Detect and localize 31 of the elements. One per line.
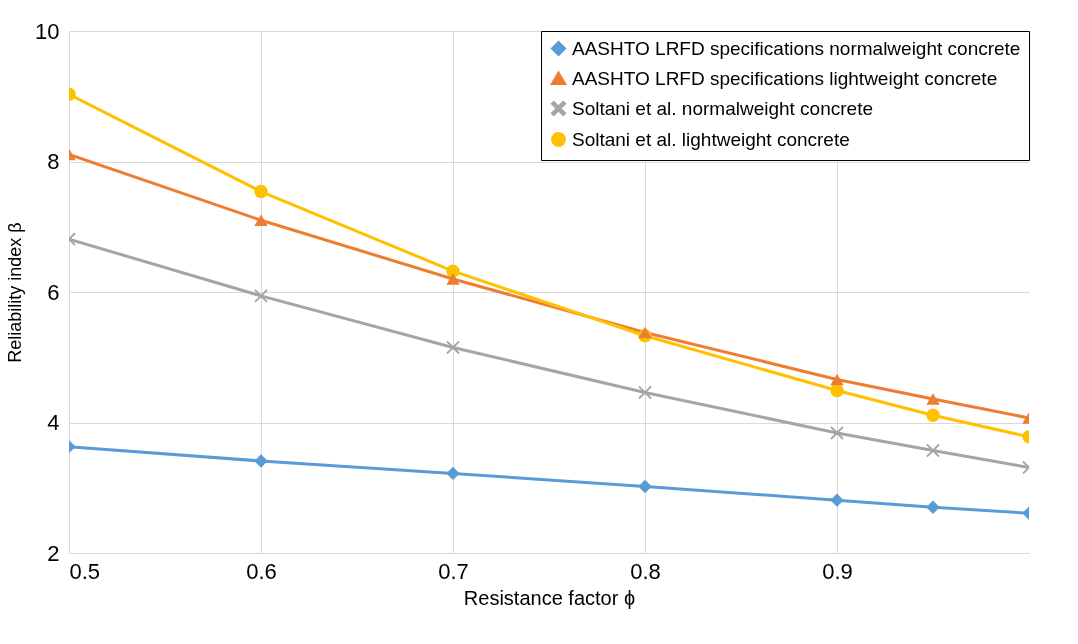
x-tick-label: 0.6 <box>246 558 277 584</box>
x-tick-label: 0.5 <box>69 558 101 584</box>
point <box>254 214 268 227</box>
point <box>926 408 940 423</box>
point <box>830 493 844 507</box>
y-tick-label: 2 <box>47 540 60 566</box>
point <box>926 500 940 515</box>
legend-label: AASHTO LRFD specifications normalweight concrete <box>572 37 1021 59</box>
x-tick-label: 0.7 <box>438 558 469 584</box>
point <box>638 479 652 494</box>
point <box>254 454 268 468</box>
y-tick-label: 8 <box>47 149 60 174</box>
legend-label: Soltani et al. lightweight concrete <box>572 128 850 150</box>
x-axis-title: Resistance factor ϕ <box>463 586 636 609</box>
point <box>446 466 460 481</box>
point <box>638 326 652 339</box>
point <box>254 184 268 199</box>
point <box>830 373 844 386</box>
point <box>926 393 940 405</box>
y-tick-label: 6 <box>47 279 60 305</box>
x-tick-label: 0.8 <box>630 558 661 584</box>
y-axis-title: Reliability index β <box>5 222 26 363</box>
point <box>254 289 268 303</box>
x-tick-label: 0.9 <box>822 558 853 584</box>
point <box>830 426 844 440</box>
y-tick-label: 4 <box>47 410 60 435</box>
legend-label: AASHTO LRFD specifications lightweight concrete <box>572 67 998 89</box>
y-tick-label: 10 <box>35 18 60 44</box>
point <box>830 383 844 398</box>
legend-label: Soltani et al. normalweight concrete <box>572 97 873 119</box>
point <box>446 273 460 285</box>
